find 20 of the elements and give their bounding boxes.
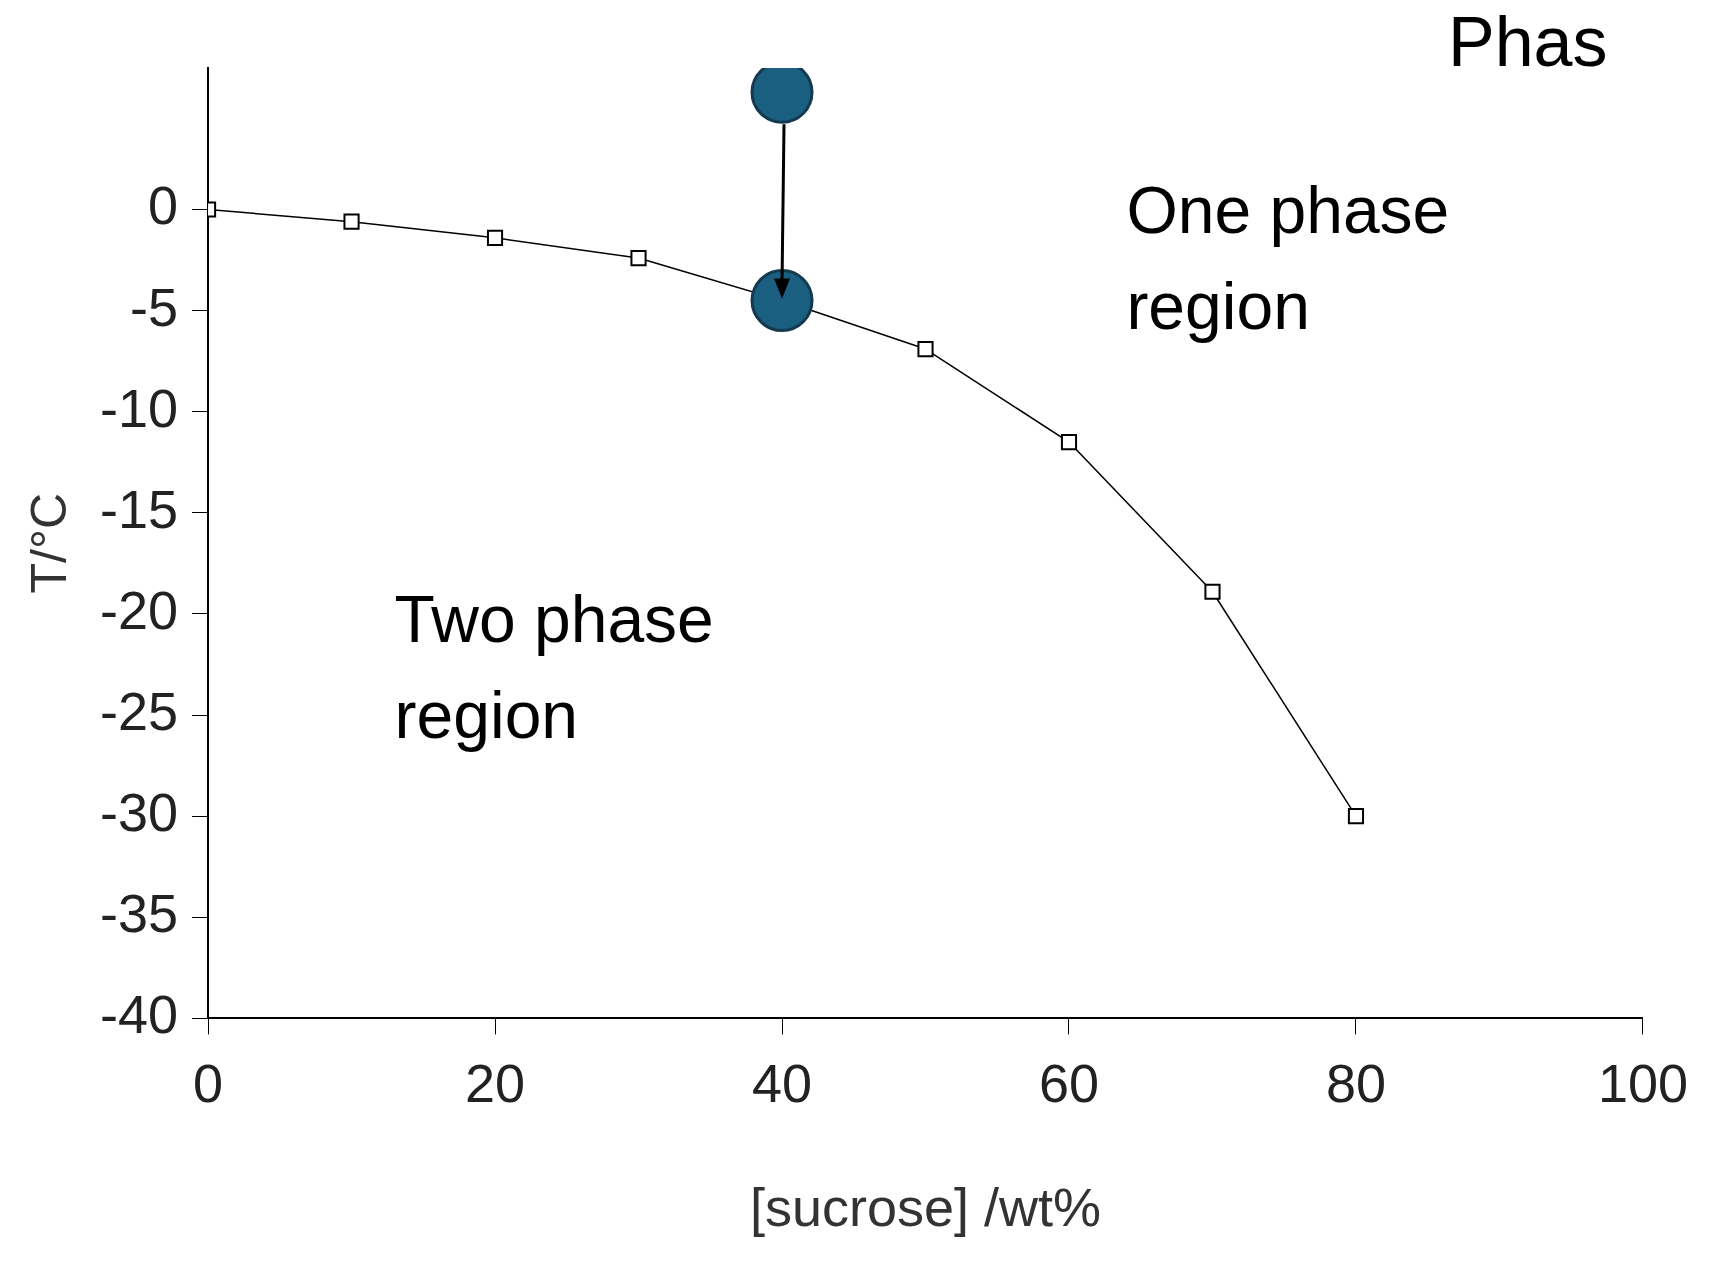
y-tick-label: -5 [130, 276, 179, 337]
x-tick-label: 40 [751, 1052, 813, 1113]
y-tick-label: 0 [148, 175, 179, 236]
x-tick-label: 80 [1325, 1052, 1387, 1113]
x-tick-label: 60 [1038, 1052, 1100, 1113]
y-tick-label: -15 [100, 478, 179, 539]
y-tick-label: -30 [100, 782, 179, 843]
x-axis-title: [sucrose] /wt% [749, 1177, 1102, 1238]
y-tick-label: -20 [100, 579, 179, 640]
x-tick-label: 100 [1597, 1052, 1689, 1113]
annotation: One phase region [1126, 173, 1450, 344]
y-tick-label: -25 [100, 680, 179, 741]
y-tick-label: -35 [100, 883, 179, 944]
annotation: Two phase region [394, 581, 714, 752]
x-tick-label: 0 [193, 1052, 224, 1113]
chart-title: Phas [1448, 3, 1608, 82]
x-tick-label: 20 [464, 1052, 526, 1113]
y-axis-title: T/°C [20, 492, 77, 594]
y-tick-label: -40 [100, 984, 179, 1045]
y-tick-label: -10 [100, 377, 179, 438]
